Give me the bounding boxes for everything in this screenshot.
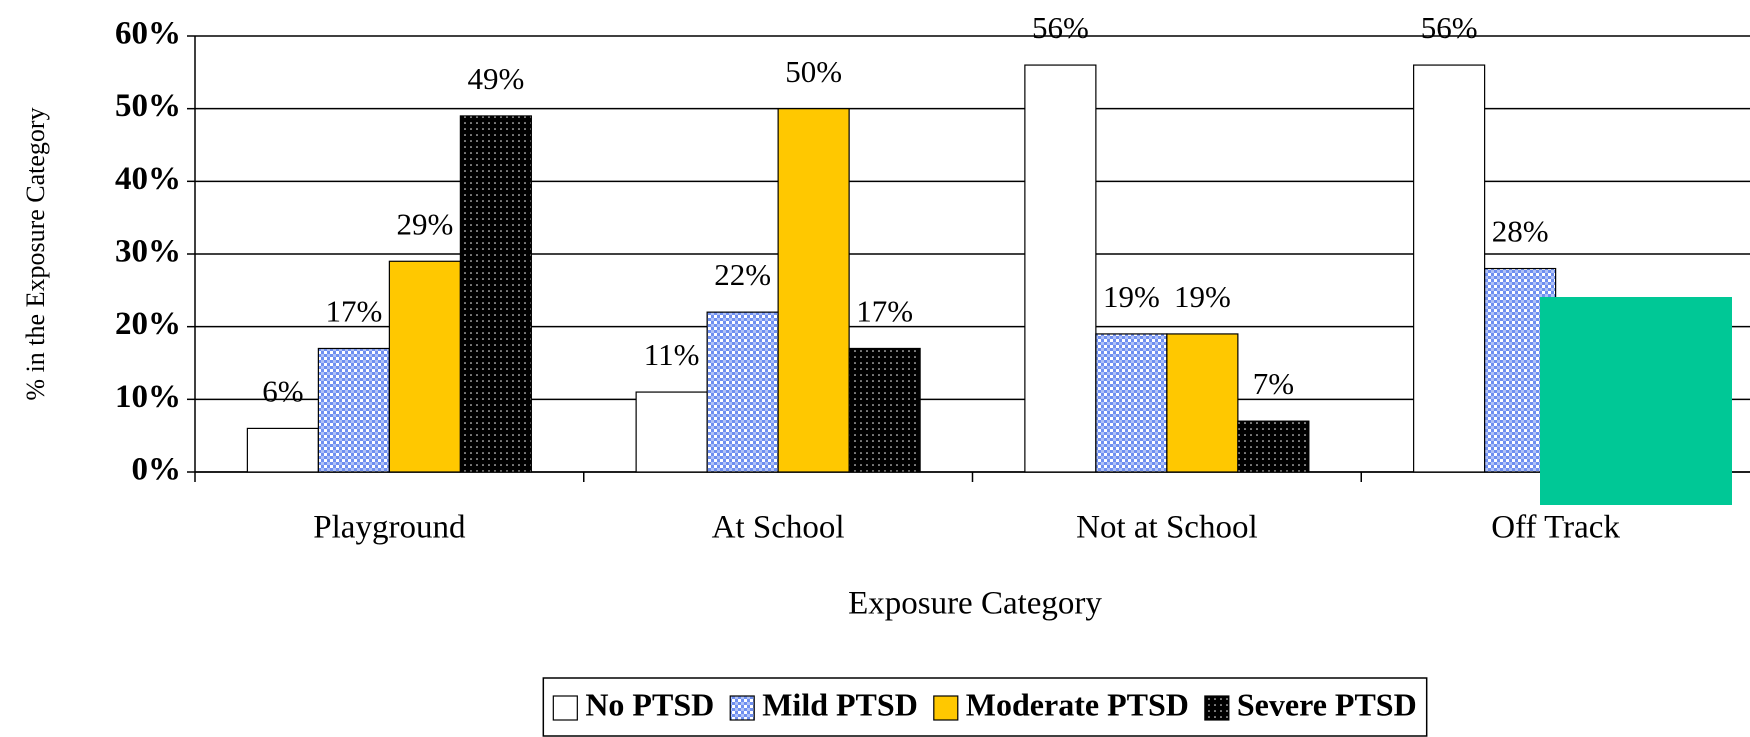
bar <box>1166 333 1239 473</box>
bar <box>635 391 708 473</box>
bar <box>777 108 850 473</box>
legend-swatch <box>552 695 578 721</box>
bar <box>1237 420 1310 473</box>
bar <box>459 115 532 473</box>
data-label: 6% <box>262 374 303 409</box>
data-label: 17% <box>856 294 913 329</box>
bar <box>1095 333 1168 473</box>
data-label: 22% <box>714 257 771 292</box>
legend-swatch <box>1204 695 1230 721</box>
data-label: 50% <box>785 54 842 89</box>
y-tick-label: 40% <box>115 161 181 197</box>
data-label: 19% <box>1103 279 1160 314</box>
bar <box>1024 64 1097 473</box>
y-tick-label: 20% <box>115 306 181 342</box>
data-label: 11% <box>644 337 700 372</box>
data-label: 19% <box>1174 279 1231 314</box>
y-tick-label: 30% <box>115 234 181 270</box>
data-label: 29% <box>396 206 453 241</box>
y-tick-label: 50% <box>115 88 181 124</box>
legend-swatch <box>933 695 959 721</box>
data-label: 49% <box>467 61 524 96</box>
data-label: 17% <box>325 294 382 329</box>
x-tick-label: Playground <box>313 510 466 546</box>
data-label: 7% <box>1253 366 1294 401</box>
data-label: 28% <box>1492 214 1549 249</box>
x-axis-title: Exposure Category <box>848 586 1102 622</box>
y-tick-label: 10% <box>115 379 181 415</box>
bar <box>848 347 921 473</box>
y-tick-label: 0% <box>132 452 182 488</box>
legend-label: Moderate PTSD <box>966 686 1189 722</box>
y-tick-label: 60% <box>115 16 181 52</box>
y-axis-title: % in the Exposure Category <box>21 107 50 400</box>
bar <box>246 427 319 473</box>
legend-box <box>542 677 1428 737</box>
overlay-box <box>1540 297 1732 505</box>
x-tick-label: Not at School <box>1076 510 1257 546</box>
x-tick-label: Off Track <box>1491 510 1620 546</box>
legend-label: Severe PTSD <box>1237 686 1417 722</box>
data-label: 56% <box>1421 10 1478 45</box>
bar <box>388 260 461 473</box>
legend: No PTSD Mild PTSD Moderate PTSD Severe PTSD <box>542 677 1428 737</box>
data-label: 56% <box>1032 10 1089 45</box>
bar <box>706 311 779 473</box>
legend-swatch <box>729 695 755 721</box>
legend-label: Mild PTSD <box>762 686 918 722</box>
bar <box>317 347 390 473</box>
x-tick-label: At School <box>712 510 845 546</box>
bar <box>1413 64 1486 473</box>
legend-label: No PTSD <box>585 686 714 722</box>
